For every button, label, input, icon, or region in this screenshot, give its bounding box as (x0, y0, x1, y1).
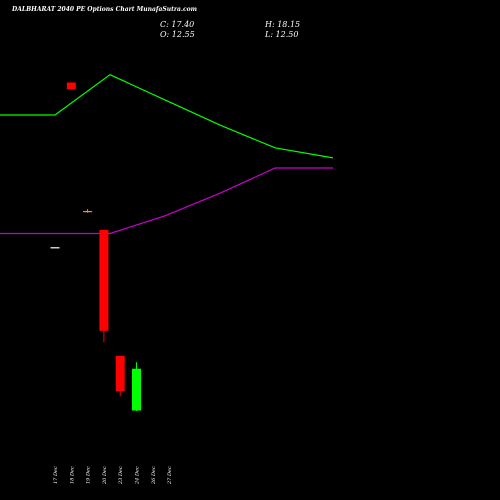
x-tick-label: 26 Dec (151, 466, 157, 485)
x-tick-label: 23 Dec (118, 466, 124, 485)
candles (50, 82, 141, 411)
x-tick-label: 19 Dec (86, 466, 92, 484)
candle-body (115, 355, 125, 392)
candle-13-dec (50, 247, 60, 249)
candle-body (83, 211, 93, 213)
candle-17-dec (66, 82, 76, 90)
x-axis-ticks: 17 Dec 18 Dec 19 Dec 20 Dec 23 Dec 24 Dec 26 D… (53, 466, 173, 485)
candle-23-dec (132, 362, 141, 411)
candle-body (99, 229, 109, 331)
candle-20-dec (115, 355, 125, 397)
x-tick-label: 20 Dec (102, 466, 108, 485)
chart-title: DALBHARAT 2040 PE Options Chart MunafaSu… (12, 6, 197, 13)
open-readout: O: 12.55 (160, 30, 195, 39)
x-tick-label: 27 Dec (167, 466, 173, 485)
candle-body (132, 368, 141, 411)
high-readout: H: 18.15 (265, 20, 301, 29)
indicator-line-2 (0, 167, 333, 235)
candle-18-dec (83, 209, 93, 213)
low-readout: L: 12.50 (265, 30, 299, 39)
candle-body (66, 82, 76, 90)
close-readout: C: 17.40 (160, 20, 195, 29)
x-tick-label: 24 Dec (135, 466, 141, 485)
indicator-line-1 (0, 74, 334, 159)
candle-19-dec (99, 229, 109, 342)
indicator-lines (0, 74, 334, 235)
candle-body (50, 247, 60, 249)
x-tick-label: 17 Dec (53, 466, 59, 484)
x-tick-label: 18 Dec (69, 466, 75, 484)
